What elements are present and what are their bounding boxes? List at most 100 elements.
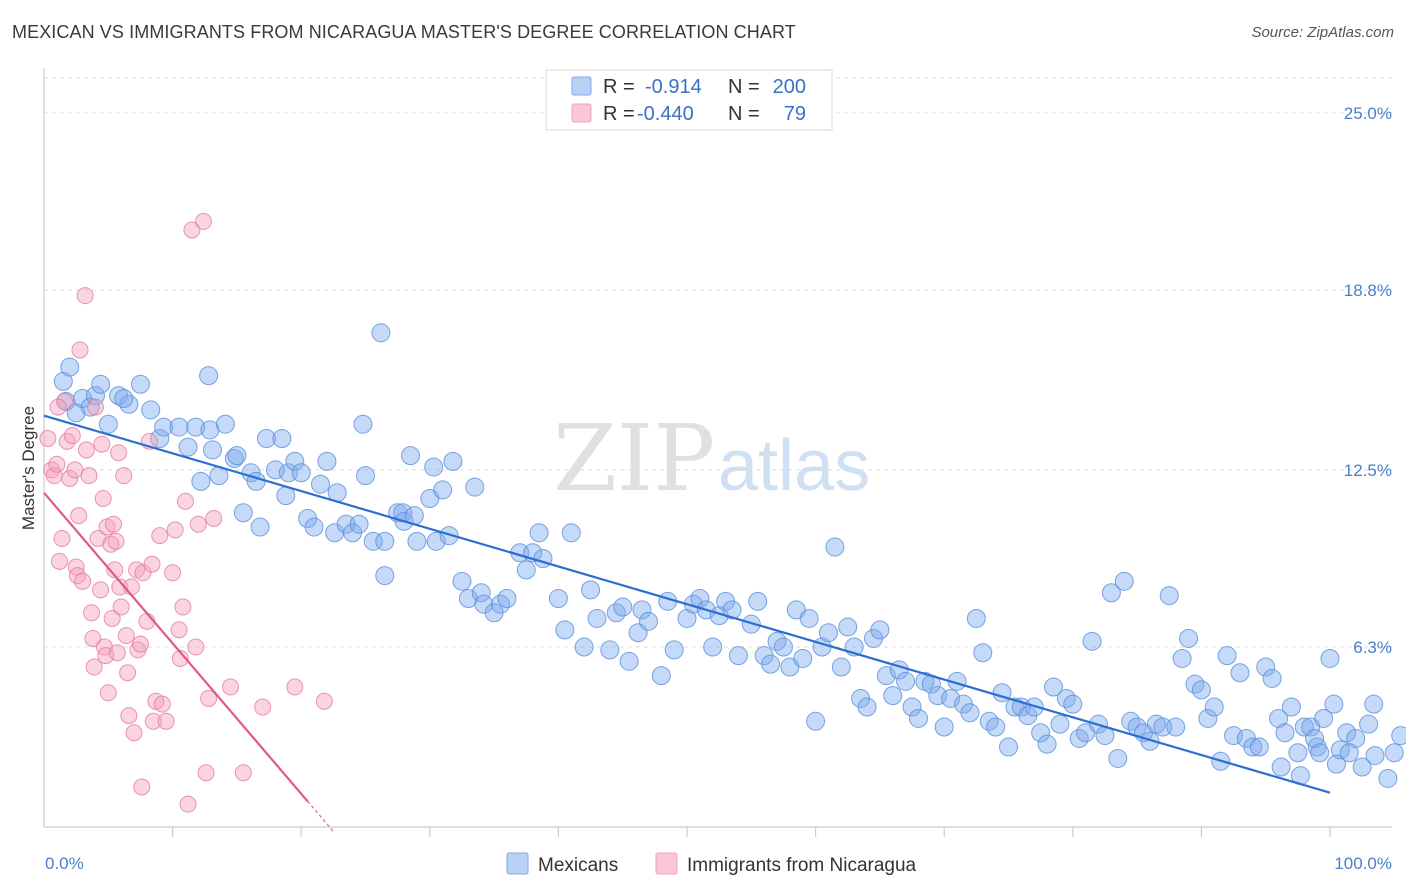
bottom-legend-label-nicaragua: Immigrants from Nicaragua — [687, 855, 917, 876]
scatter-point — [103, 609, 121, 627]
scatter-point — [133, 778, 151, 796]
scatter-point — [818, 623, 838, 643]
scatter-point — [574, 637, 594, 657]
scatter-point — [80, 397, 100, 417]
scatter-point — [106, 561, 124, 579]
scatter-point — [1288, 743, 1308, 763]
scatter-point — [144, 712, 162, 730]
scatter-point — [315, 692, 333, 710]
scatter-point — [356, 466, 375, 486]
scatter-point — [166, 521, 184, 539]
scatter-point — [102, 535, 120, 553]
scatter-point — [191, 471, 211, 491]
scatter-point — [89, 529, 107, 547]
scatter-point — [53, 371, 73, 391]
scatter-point — [164, 564, 182, 582]
scatter-point — [119, 664, 137, 682]
scatter-point — [587, 608, 607, 628]
scatter-point — [902, 697, 922, 717]
scatter-point — [60, 357, 80, 377]
scatter-point — [986, 717, 1006, 737]
scatter-point — [439, 526, 459, 546]
scatter-point — [310, 474, 330, 494]
scatter-point — [71, 341, 89, 359]
scatter-point — [83, 604, 101, 622]
series-mexicans — [53, 323, 1406, 788]
scatter-point — [883, 686, 903, 706]
scatter-point — [497, 588, 517, 608]
scatter-point — [960, 703, 980, 723]
scatter-point — [1082, 631, 1102, 651]
scatter-point — [613, 597, 633, 617]
scatter-point — [120, 707, 138, 725]
scatter-point — [1037, 734, 1057, 754]
scatter-point — [178, 437, 198, 457]
scatter-point — [555, 620, 575, 640]
y-tick-label: 12.5% — [1344, 461, 1392, 480]
scatter-point — [92, 581, 110, 599]
scatter-point — [286, 678, 304, 696]
scatter-point — [426, 531, 446, 551]
scatter-point — [183, 221, 201, 239]
scatter-point — [465, 477, 485, 497]
scatter-point — [401, 446, 421, 466]
scatter-point — [793, 648, 813, 668]
scatter-point — [80, 467, 98, 485]
scatter-point — [39, 430, 57, 448]
scatter-point — [285, 451, 305, 471]
scatter-point — [157, 712, 175, 730]
scatter-point — [110, 444, 128, 462]
scatter-point — [375, 566, 395, 586]
scatter-point — [363, 531, 383, 551]
trend-lines — [43, 414, 1331, 832]
scatter-point — [1172, 648, 1192, 668]
scatter-point — [773, 637, 793, 657]
scatter-point — [1159, 586, 1179, 606]
scatter-point — [171, 649, 189, 667]
scatter-point — [99, 684, 117, 702]
scatter-point — [291, 463, 311, 483]
scatter-point — [1063, 694, 1083, 714]
scatter-point — [471, 583, 491, 603]
scatter-point — [748, 591, 768, 611]
scatter-point — [227, 446, 247, 466]
scatter-point — [170, 621, 188, 639]
scatter-point — [104, 515, 122, 533]
scatter-point — [1243, 737, 1263, 757]
scatter-point — [254, 698, 272, 716]
x-tick-marks — [172, 827, 1331, 837]
scatter-point — [761, 654, 781, 674]
scatter-point — [134, 564, 152, 582]
scatter-point — [131, 635, 149, 653]
scatter-point — [407, 531, 427, 551]
scatter-point — [619, 651, 639, 671]
scatter-point — [117, 627, 135, 645]
legend-swatch-mexicans — [571, 76, 592, 96]
scatter-point — [728, 646, 748, 666]
scatter-point — [197, 764, 215, 782]
scatter-point — [371, 323, 391, 343]
scatter-point — [1310, 743, 1330, 763]
scatter-point — [548, 588, 568, 608]
scatter-point — [941, 688, 961, 708]
scatter-point — [233, 503, 253, 523]
scatter-point — [111, 578, 129, 596]
scatter-point — [61, 469, 79, 487]
scatter-point — [66, 403, 86, 423]
bottom-legend: Mexicans Immigrants from Nicaragua — [506, 852, 917, 876]
scatter-point — [119, 394, 139, 414]
scatter-point — [66, 461, 84, 479]
scatter-point — [67, 558, 85, 576]
scatter-point — [1140, 731, 1160, 751]
scatter-point — [1339, 743, 1359, 763]
scatter-point — [375, 531, 395, 551]
scatter-point — [1281, 697, 1301, 717]
scatter-point — [63, 427, 81, 445]
scatter-point — [176, 492, 194, 510]
scatter-point — [1262, 668, 1282, 688]
y-tick-label: 18.8% — [1344, 281, 1392, 300]
scatter-point — [215, 414, 235, 434]
scatter-point — [831, 657, 851, 677]
scatter-point — [857, 697, 877, 717]
